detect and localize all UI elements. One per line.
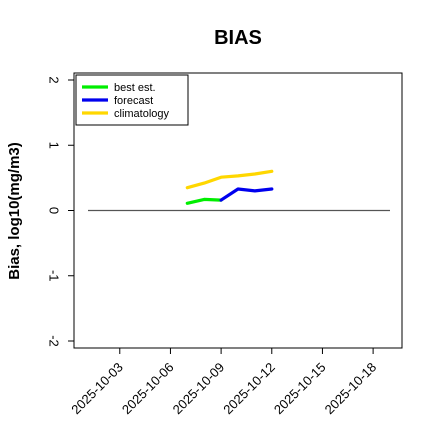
series-line-best-est <box>185 197 223 205</box>
legend-label: best est. <box>114 82 156 94</box>
y-tick-label: -1 <box>46 270 61 282</box>
y-tick-label: 1 <box>46 142 61 149</box>
y-axis-label: Bias, log10(mg/m3) <box>6 142 23 280</box>
y-axis: -2 -1 0 1 2 <box>46 76 74 347</box>
x-tick-label: 2025-10-18 <box>322 360 380 418</box>
chart-title: BIAS <box>214 27 262 49</box>
x-tick-label: 2025-10-12 <box>220 360 278 418</box>
x-tick-label: 2025-10-03 <box>68 360 126 418</box>
y-tick-label: -2 <box>46 335 61 347</box>
x-tick-label: 2025-10-06 <box>119 360 177 418</box>
y-tick-label: 2 <box>46 76 61 83</box>
x-tick-label: 2025-10-15 <box>271 360 329 418</box>
y-tick-label: 0 <box>46 207 61 214</box>
series-line-climatology <box>185 169 274 190</box>
series-line-forecast <box>219 187 274 202</box>
x-tick-label: 2025-10-09 <box>170 360 228 418</box>
legend-label: climatology <box>114 108 170 120</box>
legend-label: forecast <box>114 95 153 107</box>
series-group <box>185 169 274 205</box>
x-axis: 2025-10-032025-10-062025-10-092025-10-12… <box>68 348 379 417</box>
